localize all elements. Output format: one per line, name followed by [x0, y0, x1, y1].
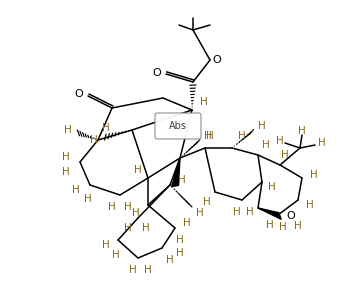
Text: H: H [246, 207, 254, 217]
Text: O: O [153, 68, 162, 78]
Text: H: H [203, 197, 211, 207]
Polygon shape [258, 208, 281, 219]
Text: H: H [72, 185, 80, 195]
Text: H: H [178, 175, 186, 185]
Text: H: H [144, 265, 152, 275]
Text: H: H [102, 123, 110, 133]
Text: O: O [212, 55, 221, 65]
Text: H: H [142, 223, 150, 233]
Text: H: H [129, 265, 137, 275]
Text: H: H [166, 255, 174, 265]
Text: O: O [287, 211, 295, 221]
Text: H: H [298, 126, 306, 136]
Text: H: H [266, 220, 274, 230]
Text: H: H [276, 136, 284, 146]
Text: H: H [294, 221, 302, 231]
Text: H: H [62, 167, 70, 177]
Text: H: H [206, 131, 214, 141]
Text: H: H [281, 150, 289, 160]
Text: H: H [233, 207, 241, 217]
Text: H: H [62, 152, 70, 162]
Polygon shape [172, 158, 180, 187]
Text: H: H [124, 202, 132, 212]
FancyBboxPatch shape [155, 113, 201, 139]
Text: H: H [318, 138, 326, 148]
Text: H: H [176, 248, 184, 258]
Text: H: H [183, 218, 191, 228]
Text: H: H [124, 223, 132, 233]
Text: H: H [258, 121, 266, 131]
Text: H: H [108, 202, 116, 212]
Text: H: H [306, 200, 314, 210]
Text: H: H [268, 182, 276, 192]
Text: H: H [200, 97, 208, 107]
Text: H: H [64, 125, 72, 135]
Text: H: H [310, 170, 318, 180]
Text: O: O [74, 89, 83, 99]
Text: H: H [176, 235, 184, 245]
Text: H: H [238, 131, 246, 141]
Text: Abs: Abs [169, 121, 187, 131]
Text: H: H [90, 135, 98, 145]
Text: H: H [134, 165, 142, 175]
Text: H: H [84, 194, 92, 204]
Text: H: H [279, 222, 287, 232]
Text: H: H [204, 131, 212, 141]
Text: H: H [112, 250, 120, 260]
Text: H: H [132, 208, 140, 218]
Text: H: H [102, 240, 110, 250]
Text: H: H [262, 140, 270, 150]
Text: H: H [196, 208, 204, 218]
